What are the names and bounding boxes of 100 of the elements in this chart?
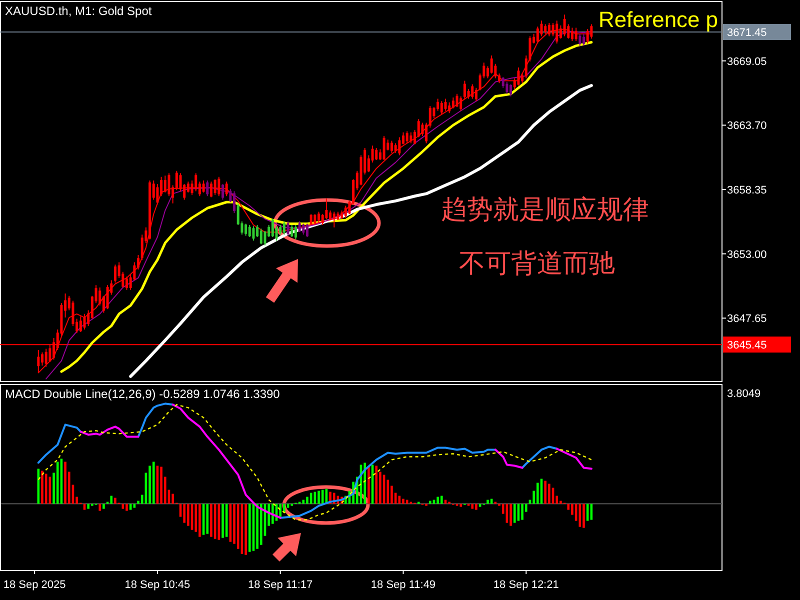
candlestick — [282, 220, 286, 236]
candlestick — [310, 214, 312, 226]
bar — [110, 496, 113, 504]
bar — [98, 504, 102, 511]
candlestick — [225, 181, 228, 197]
candlestick — [306, 223, 308, 238]
bar — [582, 504, 585, 528]
bar — [536, 482, 539, 504]
candlestick — [302, 223, 305, 236]
bar — [375, 466, 378, 504]
x-tick-label: 18 Sep 11:17 — [248, 579, 313, 591]
candlestick — [44, 348, 48, 368]
candlestick — [398, 136, 401, 156]
candlestick — [578, 33, 582, 46]
bar — [210, 504, 212, 537]
candlestick — [332, 211, 336, 228]
bar — [471, 504, 474, 509]
candlestick — [218, 176, 220, 197]
candlestick — [222, 184, 224, 200]
candlestick — [148, 180, 152, 240]
bar — [87, 504, 90, 509]
y-tick-label: 3663.70 — [727, 120, 767, 132]
candlestick — [271, 218, 274, 238]
candlestick — [474, 87, 478, 102]
bar — [160, 466, 162, 504]
bar — [114, 498, 116, 504]
candlestick — [471, 84, 474, 100]
bar — [102, 504, 105, 509]
candlestick — [286, 220, 290, 236]
bar — [544, 480, 546, 504]
candlestick — [125, 276, 128, 290]
candlestick — [517, 66, 520, 86]
candlestick — [252, 226, 255, 242]
candlestick — [460, 96, 462, 112]
bar — [428, 500, 432, 504]
annotation: 趋势就是顺应规律 — [441, 194, 649, 224]
bar — [248, 504, 251, 552]
candlestick — [202, 180, 205, 193]
candlestick — [290, 224, 294, 238]
text: 3.8049 — [727, 388, 761, 400]
candlestick — [114, 264, 116, 284]
bar — [222, 504, 224, 538]
bar — [486, 500, 489, 504]
bar — [440, 496, 443, 504]
bar — [152, 462, 155, 504]
bar — [510, 504, 512, 526]
candlestick — [410, 132, 412, 144]
annotation: Reference p — [598, 7, 718, 32]
bar — [521, 504, 524, 520]
y-tick-label: 3653.00 — [727, 248, 767, 261]
chart-title: XAUUSD.th, M1: Gold Spot — [5, 4, 152, 18]
x-tick-label: 18 Sep 10:45 — [124, 579, 190, 591]
candlestick — [582, 33, 585, 46]
bar — [122, 504, 124, 509]
candlestick — [248, 224, 251, 238]
candlestick — [206, 180, 209, 197]
candlestick — [294, 224, 297, 240]
bar — [56, 462, 59, 504]
bar — [475, 504, 478, 510]
bar — [148, 466, 151, 504]
candlestick — [344, 205, 347, 218]
bar — [260, 504, 262, 545]
bar — [302, 500, 305, 504]
candlestick — [194, 172, 198, 192]
bar — [244, 504, 247, 555]
candlestick — [79, 316, 82, 332]
bar — [368, 466, 370, 504]
candlestick — [318, 211, 320, 224]
bar — [172, 494, 174, 504]
candlestick — [233, 190, 236, 214]
candlestick — [106, 284, 109, 310]
x-tick-label: 18 Sep 2025 — [3, 579, 66, 591]
candlestick — [375, 148, 378, 161]
x-tick-label: 18 Sep 12:21 — [493, 579, 559, 591]
candlestick — [260, 228, 262, 245]
bar — [548, 484, 550, 504]
bar — [306, 496, 308, 504]
candlestick — [164, 175, 166, 193]
bar — [187, 504, 190, 526]
candlestick — [83, 313, 86, 330]
candlestick — [452, 97, 454, 109]
bar — [256, 504, 258, 549]
bar — [279, 504, 282, 517]
bar — [198, 504, 201, 537]
candlestick — [463, 80, 466, 100]
candlestick — [406, 130, 408, 144]
bar — [513, 504, 516, 523]
chart-title: MACD Double Line(12,26,9) -0.5289 1.0746 1.3390 — [5, 387, 280, 401]
candlestick — [448, 102, 451, 114]
bar — [460, 504, 462, 507]
bar — [64, 462, 66, 504]
bar — [318, 490, 320, 504]
bar — [41, 470, 44, 504]
x-tick-label: 18 Sep 11:49 — [370, 579, 436, 591]
y-tick-label: 3658.35 — [727, 184, 767, 196]
candlestick — [244, 223, 248, 236]
candlestick — [440, 100, 443, 115]
ref-line-label: 3645.45 — [727, 340, 767, 352]
candlestick — [456, 93, 458, 108]
candlestick — [210, 181, 212, 198]
